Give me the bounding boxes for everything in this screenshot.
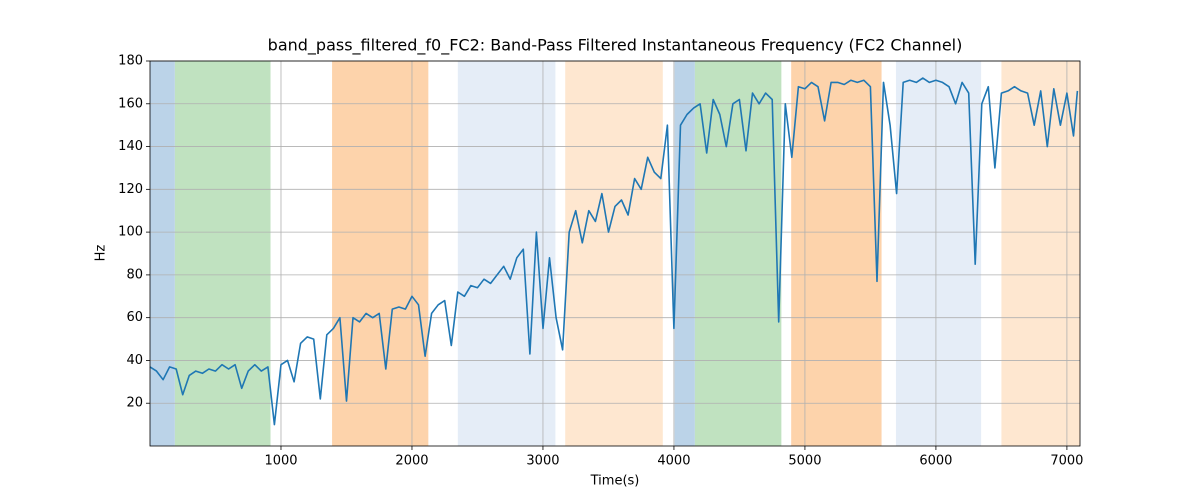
x-tick-label: 3000: [526, 454, 559, 469]
shaded-span: [791, 61, 882, 446]
y-tick-label: 80: [126, 267, 143, 282]
x-tick-label: 1000: [264, 454, 297, 469]
shaded-span: [565, 61, 663, 446]
shaded-span: [694, 61, 782, 446]
x-tick-label: 7000: [1050, 454, 1083, 469]
y-tick-label: 120: [118, 182, 143, 197]
y-tick-label: 140: [118, 139, 143, 154]
x-tick-label: 6000: [919, 454, 952, 469]
shaded-span: [150, 61, 175, 446]
x-tick-label: 4000: [657, 454, 690, 469]
y-tick-label: 40: [126, 353, 143, 368]
data-line: [149, 77, 1079, 426]
y-tick-label: 60: [126, 310, 143, 325]
chart-title: band_pass_filtered_f0_FC2: Band-Pass Fil…: [268, 36, 963, 56]
y-axis-label: Hz: [94, 245, 109, 262]
shaded-span: [174, 61, 271, 446]
shaded-span: [895, 61, 982, 446]
shaded-span: [332, 61, 429, 446]
shaded-span: [457, 61, 556, 446]
x-axis-label: Time(s): [590, 474, 640, 489]
shaded-span: [1001, 61, 1080, 446]
y-tick-label: 160: [118, 96, 143, 111]
y-tick-label: 20: [126, 396, 143, 411]
y-tick-label: 180: [118, 54, 143, 69]
x-tick-label: 5000: [788, 454, 821, 469]
y-tick-label: 100: [118, 225, 143, 240]
x-tick-label: 2000: [395, 454, 428, 469]
plot-frame: [149, 60, 1081, 447]
